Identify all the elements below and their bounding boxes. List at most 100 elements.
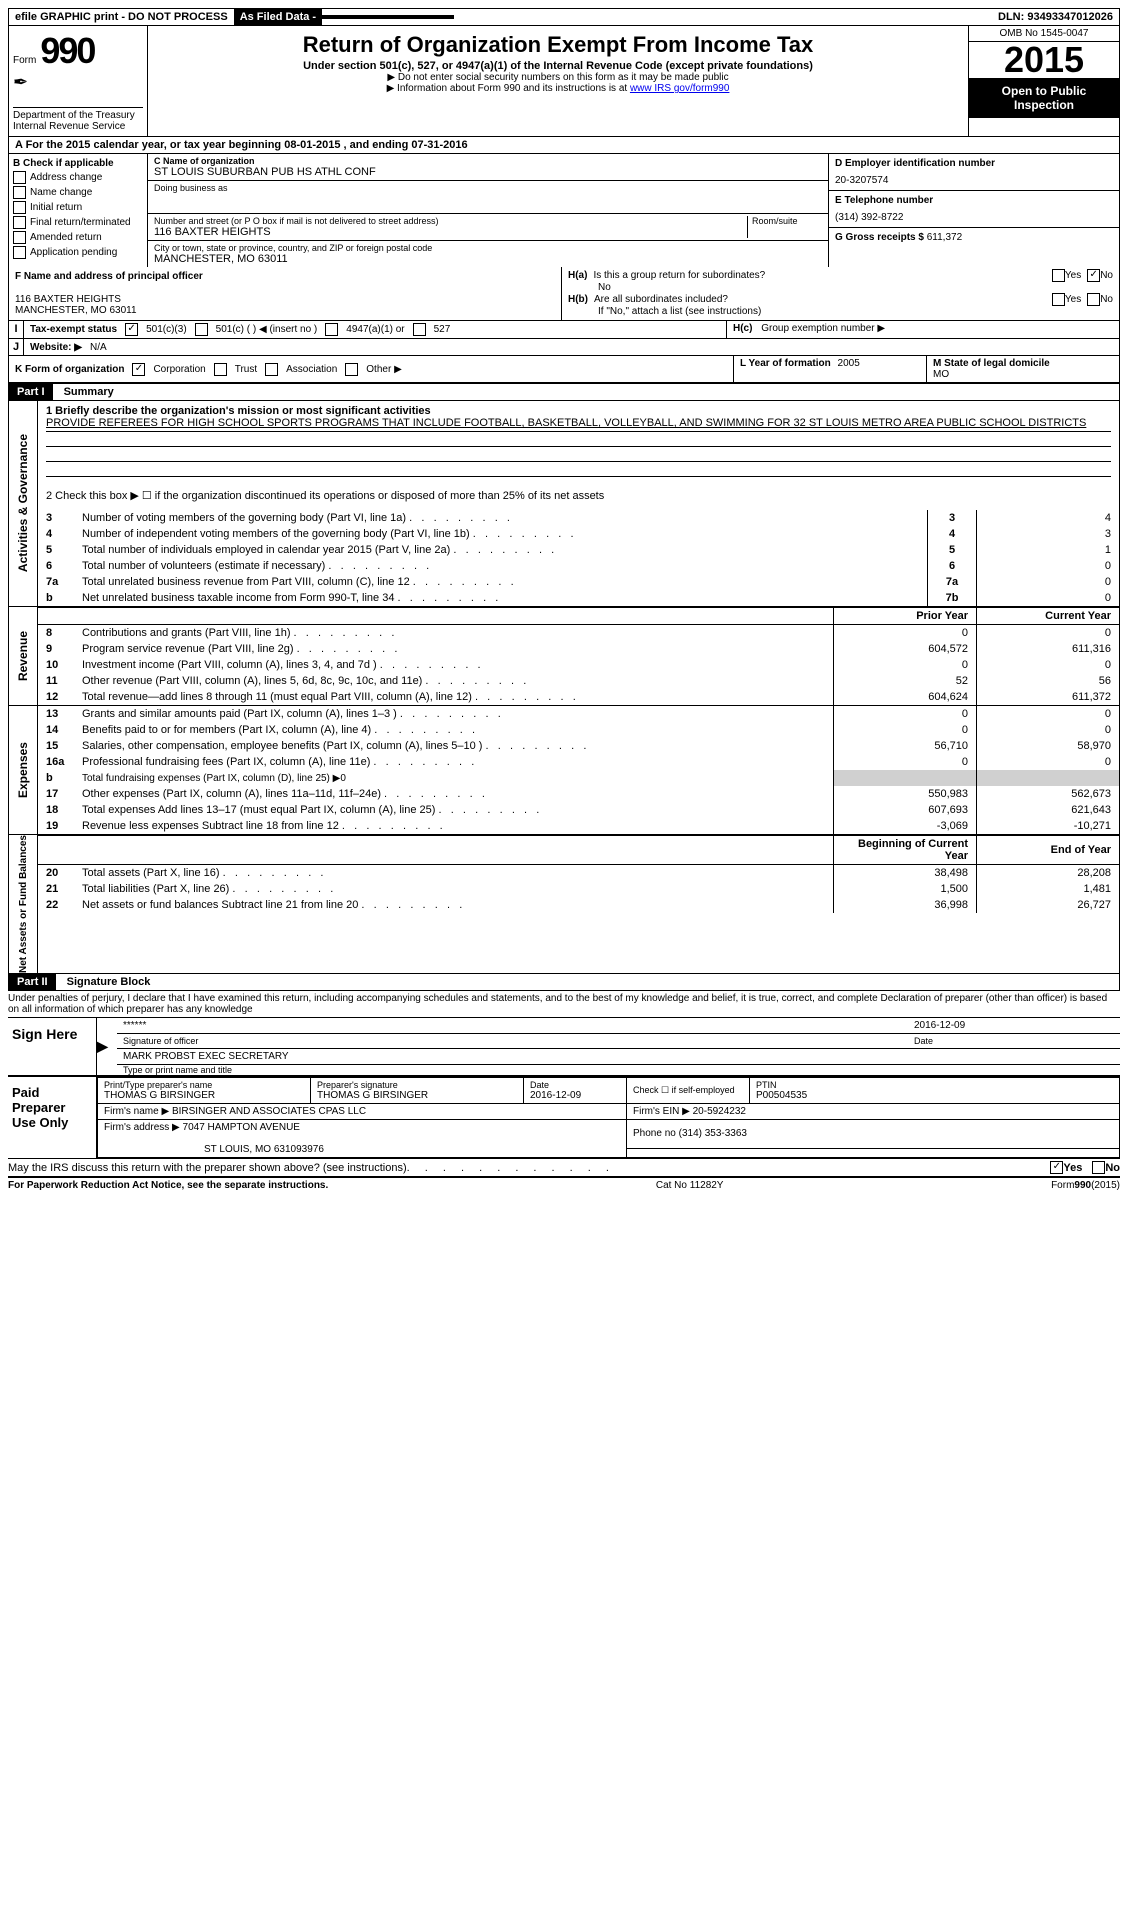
chk-assoc[interactable] <box>265 363 278 376</box>
efile-topbar: efile GRAPHIC print - DO NOT PROCESS As … <box>8 8 1120 26</box>
chk-4947[interactable] <box>325 323 338 336</box>
section-activities-governance: Activities & Governance 1 Briefly descri… <box>8 401 1120 607</box>
part-2-badge: Part II <box>9 974 56 990</box>
h-group: H(a) Is this a group return for subordin… <box>562 267 1119 320</box>
mission-text: PROVIDE REFEREES FOR HIGH SCHOOL SPORTS … <box>46 417 1111 432</box>
chk-app-pending[interactable] <box>13 246 26 259</box>
table-row: 19Revenue less expenses Subtract line 18… <box>38 818 1119 834</box>
hb-note: If "No," attach a list (see instructions… <box>598 306 1113 317</box>
form-title: Return of Organization Exempt From Incom… <box>156 32 960 58</box>
row-k: K Form of organization ✓Corporation Trus… <box>8 356 1120 383</box>
chk-discuss-no[interactable] <box>1092 1161 1105 1174</box>
chk-name-change[interactable] <box>13 186 26 199</box>
table-row: 10Investment income (Part VIII, column (… <box>38 657 1119 673</box>
efile-label: efile GRAPHIC print - DO NOT PROCESS <box>9 9 234 25</box>
q1-label: 1 Briefly describe the organization's mi… <box>46 405 1111 417</box>
chk-final[interactable] <box>13 216 26 229</box>
chk-trust[interactable] <box>214 363 227 376</box>
ha-answer: No <box>598 282 1113 293</box>
discuss-row: May the IRS discuss this return with the… <box>8 1158 1120 1176</box>
side-label-net: Net Assets or Fund Balances <box>18 835 29 973</box>
paid-preparer-label: Paid Preparer Use Only <box>8 1077 97 1158</box>
chk-ha-no[interactable]: ✓ <box>1087 269 1100 282</box>
table-row: 6Total number of volunteers (estimate if… <box>38 558 1119 574</box>
col-b-header: B Check if applicable <box>13 158 143 169</box>
gross-value: 611,372 <box>927 232 962 243</box>
asfiled-blank <box>322 15 454 19</box>
table-row: 3Number of voting members of the governi… <box>38 510 1119 526</box>
open-inspection: Open to Public Inspection <box>969 78 1119 118</box>
org-name: ST LOUIS SUBURBAN PUB HS ATHL CONF <box>154 166 822 178</box>
table-row: 4Number of independent voting members of… <box>38 526 1119 542</box>
header-left: Form 990 ✒ Department of the Treasury In… <box>9 26 148 136</box>
cat-no: Cat No 11282Y <box>656 1180 724 1191</box>
tax-year: 2015 <box>969 42 1119 78</box>
phone-value: (314) 392-8722 <box>835 206 1113 223</box>
chk-initial[interactable] <box>13 201 26 214</box>
gross-label: G Gross receipts $ <box>835 232 924 243</box>
org-name-label: C Name of organization <box>154 156 822 166</box>
street-value: 116 BAXTER HEIGHTS <box>154 226 747 238</box>
part-2-header-row: Part II Signature Block <box>8 974 1120 991</box>
ein-label: D Employer identification number <box>835 158 1113 169</box>
chk-ha-yes[interactable] <box>1052 269 1065 282</box>
chk-corp[interactable]: ✓ <box>132 363 145 376</box>
room-label: Room/suite <box>752 216 822 226</box>
part-1-badge: Part I <box>9 384 53 400</box>
chk-hb-no[interactable] <box>1087 293 1100 306</box>
chk-other[interactable] <box>345 363 358 376</box>
sign-here-label: Sign Here <box>8 1018 97 1075</box>
principal-officer: F Name and address of principal officer … <box>9 267 562 320</box>
form-number: 990 <box>40 30 94 72</box>
table-row: 5Total number of individuals employed in… <box>38 542 1119 558</box>
paid-preparer-block: Paid Preparer Use Only Print/Type prepar… <box>8 1076 1120 1158</box>
table-row: 14Benefits paid to or for members (Part … <box>38 722 1119 738</box>
table-row: 9Program service revenue (Part VIII, lin… <box>38 641 1119 657</box>
irs-link[interactable]: www IRS gov/form990 <box>630 83 729 94</box>
table-row: 21Total liabilities (Part X, line 26)1,5… <box>38 881 1119 897</box>
col-right-deg: D Employer identification number 20-3207… <box>828 154 1119 267</box>
chk-addr-change[interactable] <box>13 171 26 184</box>
sig-redacted: ****** <box>123 1020 914 1031</box>
side-label-expenses: Expenses <box>16 742 30 798</box>
table-row: 7aTotal unrelated business revenue from … <box>38 574 1119 590</box>
revenue-table: Prior YearCurrent Year 8Contributions an… <box>38 607 1119 705</box>
form-word: Form <box>13 55 36 66</box>
table-row: 12Total revenue—add lines 8 through 11 (… <box>38 689 1119 705</box>
page-footer: For Paperwork Reduction Act Notice, see … <box>8 1176 1120 1191</box>
side-label-activities: Activities & Governance <box>16 434 30 572</box>
chk-discuss-yes[interactable]: ✓ <box>1050 1161 1063 1174</box>
ein-value: 20-3207574 <box>835 169 1113 186</box>
table-row: 11Other revenue (Part VIII, column (A), … <box>38 673 1119 689</box>
form-subtitle: Under section 501(c), 527, or 4947(a)(1)… <box>156 60 960 72</box>
paperwork-notice: For Paperwork Reduction Act Notice, see … <box>8 1180 328 1191</box>
section-revenue: Revenue Prior YearCurrent Year 8Contribu… <box>8 607 1120 706</box>
sig-date: 2016-12-09 <box>914 1020 1114 1031</box>
chk-527[interactable] <box>413 323 426 336</box>
gov-table: 3Number of voting members of the governi… <box>38 510 1119 606</box>
row-f-h: F Name and address of principal officer … <box>8 267 1120 321</box>
phone-label: E Telephone number <box>835 195 1113 206</box>
f-label: F Name and address of principal officer <box>15 271 555 282</box>
table-row: 16aProfessional fundraising fees (Part I… <box>38 754 1119 770</box>
sign-here-block: Sign Here ▶ ****** 2016-12-09 Signature … <box>8 1017 1120 1076</box>
chk-hb-yes[interactable] <box>1052 293 1065 306</box>
row-i: I Tax-exempt status ✓501(c)(3) 501(c) ( … <box>8 321 1120 339</box>
preparer-table: Print/Type preparer's nameTHOMAS G BIRSI… <box>97 1077 1120 1158</box>
table-row: 8Contributions and grants (Part VIII, li… <box>38 625 1119 642</box>
dba-label: Doing business as <box>154 183 822 193</box>
table-row: 15Salaries, other compensation, employee… <box>38 738 1119 754</box>
form-rev: Form990(2015) <box>1051 1180 1120 1191</box>
irs-label: Internal Revenue Service <box>13 121 143 132</box>
header-center: Return of Organization Exempt From Incom… <box>148 26 968 136</box>
chk-amended[interactable] <box>13 231 26 244</box>
form-990-logo: Form 990 <box>13 30 143 72</box>
chk-501c3[interactable]: ✓ <box>125 323 138 336</box>
f-addr1: 116 BAXTER HEIGHTS <box>15 294 555 305</box>
form-note-2: ▶ Information about Form 990 and its ins… <box>156 83 960 94</box>
table-row: bTotal fundraising expenses (Part IX, co… <box>38 770 1119 786</box>
header-right: OMB No 1545-0047 2015 Open to Public Ins… <box>968 26 1119 136</box>
chk-501c[interactable] <box>195 323 208 336</box>
website-value: N/A <box>90 342 107 353</box>
part-1-title: Summary <box>56 386 114 398</box>
